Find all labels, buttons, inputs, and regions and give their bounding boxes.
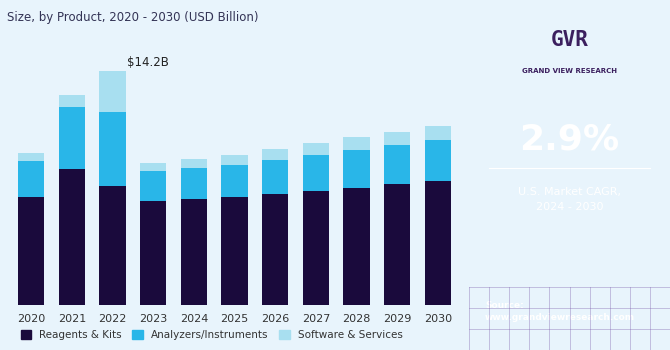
Text: Size, by Product, 2020 - 2030 (USD Billion): Size, by Product, 2020 - 2030 (USD Billi…	[7, 10, 258, 23]
Bar	[140, 171, 166, 201]
Bar	[221, 197, 248, 304]
Bar	[18, 161, 44, 197]
Bar	[384, 145, 411, 184]
Bar	[343, 150, 370, 188]
Bar	[58, 169, 85, 304]
Bar	[343, 188, 370, 304]
Text: GRAND VIEW RESEARCH: GRAND VIEW RESEARCH	[522, 68, 617, 74]
Bar	[58, 107, 85, 169]
Bar	[425, 126, 451, 140]
Bar	[262, 149, 288, 160]
Bar	[425, 140, 451, 181]
Bar	[262, 194, 288, 304]
Bar	[221, 164, 248, 197]
Bar	[262, 160, 288, 194]
Bar	[181, 199, 207, 304]
Bar	[425, 181, 451, 304]
Text: U.S. Market CAGR,
2024 - 2030: U.S. Market CAGR, 2024 - 2030	[518, 188, 621, 211]
Bar	[99, 186, 126, 304]
Bar	[18, 153, 44, 161]
Bar	[303, 191, 329, 304]
Bar	[384, 184, 411, 304]
Bar	[181, 159, 207, 168]
Bar	[18, 197, 44, 304]
Bar	[221, 155, 248, 164]
Text: $14.2B: $14.2B	[127, 56, 169, 69]
Bar	[343, 137, 370, 150]
Text: Source:
www.grandviewresearch.com: Source: www.grandviewresearch.com	[485, 301, 635, 322]
Bar	[384, 132, 411, 145]
Bar	[99, 71, 126, 112]
Bar	[140, 163, 166, 171]
Bar	[58, 95, 85, 107]
Bar	[99, 112, 126, 186]
Legend: Reagents & Kits, Analyzers/Instruments, Software & Services: Reagents & Kits, Analyzers/Instruments, …	[17, 326, 407, 344]
Text: GVR: GVR	[551, 29, 588, 49]
Bar	[303, 155, 329, 191]
Bar	[303, 143, 329, 155]
Bar	[181, 168, 207, 199]
Bar	[140, 201, 166, 304]
Text: 2.9%: 2.9%	[519, 123, 620, 157]
